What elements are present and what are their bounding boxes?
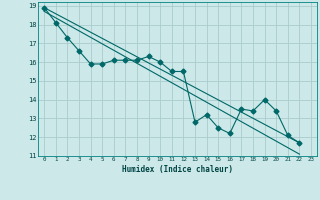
X-axis label: Humidex (Indice chaleur): Humidex (Indice chaleur) [122,165,233,174]
